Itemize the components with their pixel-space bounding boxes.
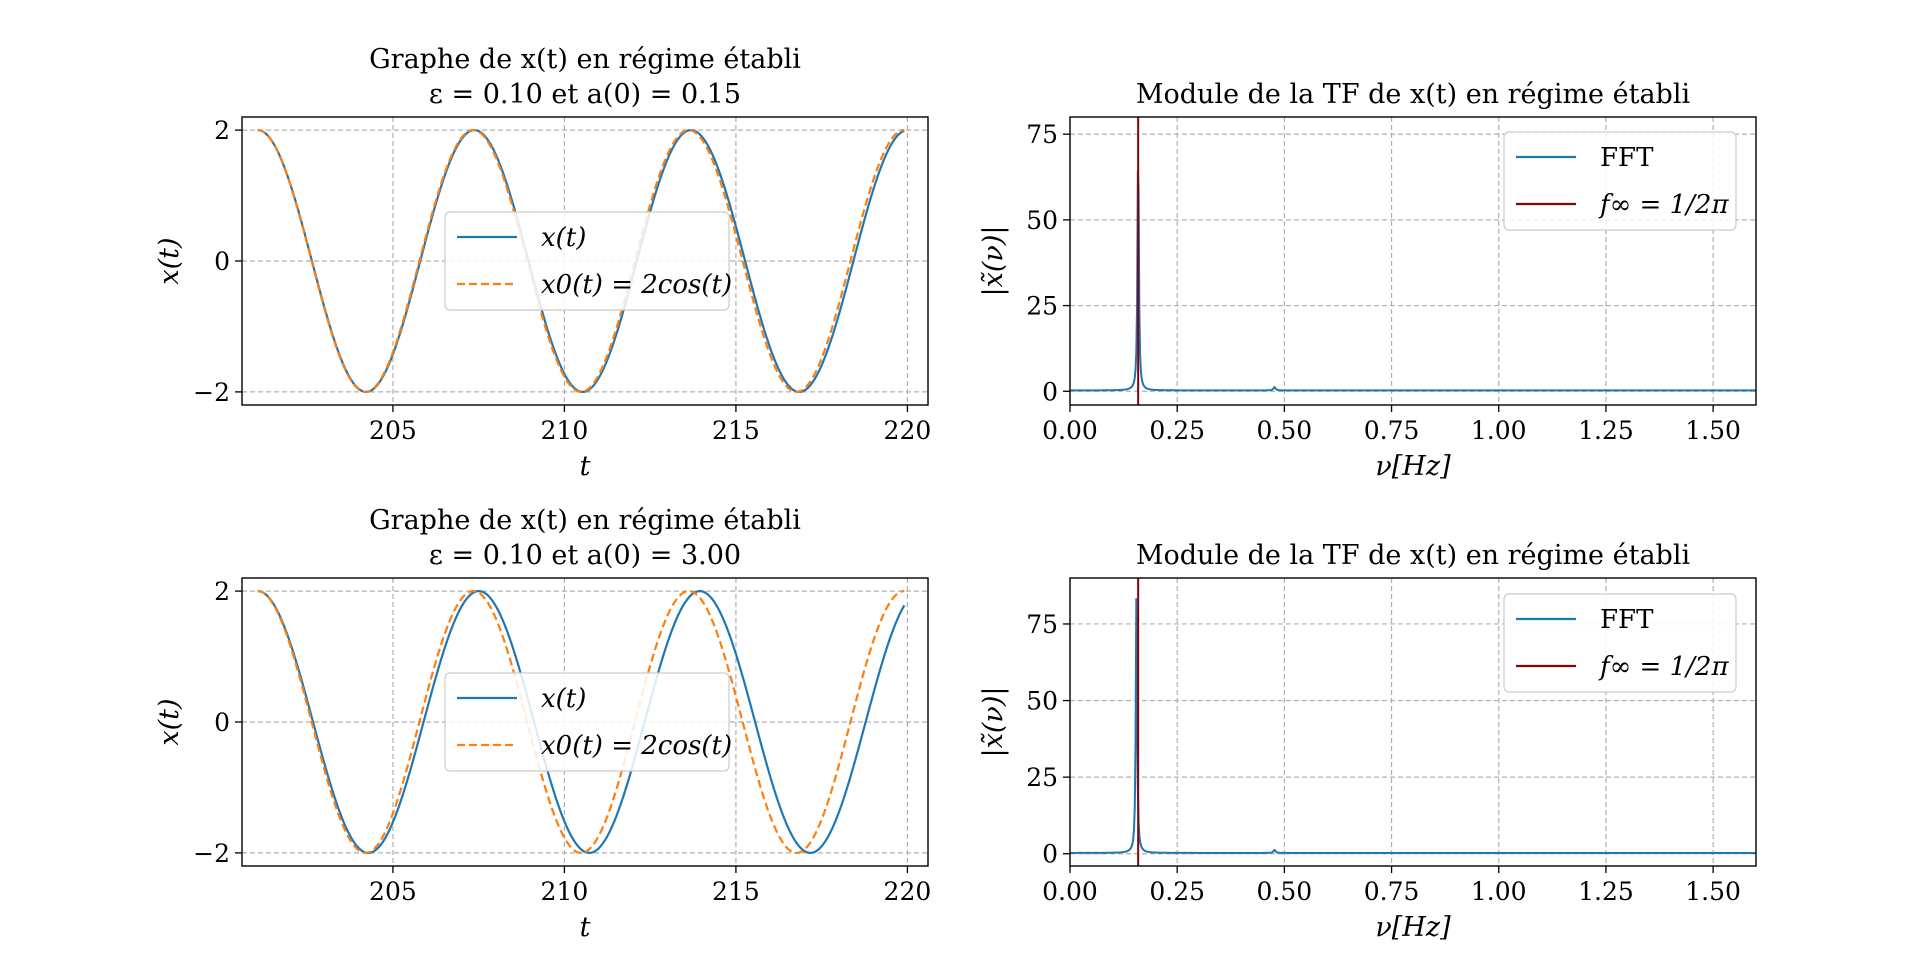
plot-area <box>1070 117 1756 405</box>
legend-label-fft: FFT <box>1600 605 1654 635</box>
y-tick-label: 25 <box>1026 763 1058 792</box>
x-tick-label: 0.75 <box>1364 416 1420 445</box>
legend-label-x0-t: x0(t) = 2cos(t) <box>541 731 732 761</box>
legend: x(t) x0(t) = 2cos(t) <box>444 211 732 311</box>
y-axis-label: |x̃(ν)| <box>978 687 1009 758</box>
x-tick-label: 210 <box>541 877 589 906</box>
fft-line <box>1070 170 1756 392</box>
y-tick-label: 75 <box>1026 610 1058 639</box>
x-tick-label: 215 <box>712 416 760 445</box>
y-tick-label: 25 <box>1026 292 1058 321</box>
x-tick-label: 1.00 <box>1471 877 1527 906</box>
x-tick-label: 205 <box>369 877 417 906</box>
y-tick-label: 0 <box>214 708 230 737</box>
y-tick-label: 50 <box>1026 206 1058 235</box>
x-tick-label: 220 <box>884 877 932 906</box>
x-tick-label: 1.25 <box>1578 877 1634 906</box>
x-tick-label: 220 <box>884 416 932 445</box>
chart-title-line1: Graphe de x(t) en régime établi <box>369 505 801 536</box>
y-tick-label: 0 <box>1042 840 1058 869</box>
axes-frame <box>1069 577 1757 867</box>
y-tick-label: −2 <box>193 378 230 407</box>
x-tick-label: 0.50 <box>1257 416 1313 445</box>
chart-title-line1: Graphe de x(t) en régime établi <box>369 44 801 75</box>
y-tick-label: 0 <box>1042 377 1058 406</box>
plot-area <box>257 128 905 394</box>
x-tick-label: 0.50 <box>1257 877 1313 906</box>
chart-title: Module de la TF de x(t) en régime établi <box>1136 79 1691 110</box>
series-line-x0-t <box>257 589 905 855</box>
x-tick-label: 1.50 <box>1685 416 1741 445</box>
x-axis-label: ν[Hz] <box>1375 451 1451 482</box>
legend-label-x-t: x(t) <box>541 684 586 714</box>
y-axis-label: x(t) <box>154 237 185 284</box>
y-tick-label: 2 <box>214 116 230 145</box>
x-tick-label: 0.00 <box>1042 416 1098 445</box>
y-axis-label: x(t) <box>154 698 185 745</box>
legend-label-x0-t: x0(t) = 2cos(t) <box>541 270 732 300</box>
x-tick-label: 210 <box>541 416 589 445</box>
y-tick-label: −2 <box>193 839 230 868</box>
x-tick-label: 1.25 <box>1578 416 1634 445</box>
y-tick-label: 50 <box>1026 687 1058 716</box>
legend: FFT f∞ = 1/2π <box>1503 131 1737 231</box>
subplot-time-bottom: 205 210 215 220 −2 0 2 t x(t) Graphe de x(t) en r… <box>154 505 931 943</box>
x-tick-label: 215 <box>712 877 760 906</box>
x-axis-label: ν[Hz] <box>1375 912 1451 943</box>
legend: FFT f∞ = 1/2π <box>1503 593 1737 693</box>
plot-area <box>257 589 906 855</box>
chart-title-line2: ε = 0.10 et a(0) = 0.15 <box>429 79 741 110</box>
y-tick-label: 0 <box>214 247 230 276</box>
subplot-fft-bottom: 0.00 0.25 0.50 0.75 1.00 1.25 1.50 0 25 50 75 ν[Hz]… <box>978 540 1757 943</box>
y-tick-label: 75 <box>1026 120 1058 149</box>
subplot-fft-top: 0.00 0.25 0.50 0.75 1.00 1.25 1.50 0 25 50 75 ν[Hz]… <box>978 79 1757 482</box>
x-tick-label: 0.25 <box>1149 416 1205 445</box>
axes-frame <box>1069 116 1757 406</box>
x-tick-label: 0.75 <box>1364 877 1420 906</box>
y-axis-label: |x̃(ν)| <box>978 226 1009 297</box>
x-tick-label: 1.50 <box>1685 877 1741 906</box>
x-axis-label: t <box>580 912 591 943</box>
legend-label-f-inf: f∞ = 1/2π <box>1598 190 1729 220</box>
subplot-time-top: 205 210 215 220 −2 0 2 t x(t) Graphe de x(t) en r… <box>154 44 931 482</box>
chart-title-line2: ε = 0.10 et a(0) = 3.00 <box>429 540 741 571</box>
x-axis-label: t <box>580 451 591 482</box>
legend-label-fft: FFT <box>1600 143 1654 173</box>
plot-area <box>1070 578 1756 866</box>
chart-title: Module de la TF de x(t) en régime établi <box>1136 540 1691 571</box>
fft-line <box>1070 598 1756 854</box>
legend-label-f-inf: f∞ = 1/2π <box>1598 652 1729 682</box>
legend: x(t) x0(t) = 2cos(t) <box>444 672 732 772</box>
legend-label-x-t: x(t) <box>541 223 586 253</box>
x-tick-label: 205 <box>369 416 417 445</box>
y-tick-label: 2 <box>214 577 230 606</box>
series-line-x0-t <box>257 128 905 394</box>
x-tick-label: 0.25 <box>1149 877 1205 906</box>
x-tick-label: 0.00 <box>1042 877 1098 906</box>
x-tick-label: 1.00 <box>1471 416 1527 445</box>
